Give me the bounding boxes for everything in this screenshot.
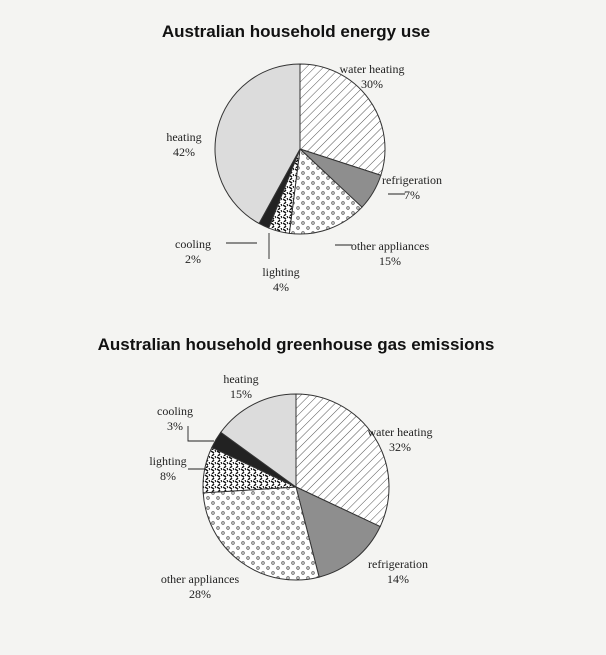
chart-1-value-refrigeration: 7%	[404, 188, 420, 202]
chart-2-value-lighting: 8%	[160, 469, 176, 483]
chart-2-slice-heating	[220, 393, 297, 488]
chart-2-value-refrigeration: 14%	[387, 572, 409, 586]
chart-2-label-cooling: cooling	[157, 404, 193, 418]
chart-1-value-water-heating: 30%	[361, 77, 383, 91]
chart-1-value-heating: 42%	[173, 145, 195, 159]
chart-2-value-heating: 15%	[230, 387, 252, 401]
chart-1-label-refrigeration: refrigeration	[382, 173, 442, 187]
chart-1-value-lighting: 4%	[273, 280, 289, 294]
chart-2-value-other-appliances: 28%	[189, 587, 211, 601]
chart-1-label-lighting: lighting	[262, 265, 299, 279]
chart-2-slice-other-appliances	[202, 486, 320, 581]
chart-1-label-water-heating: water heating	[340, 62, 405, 76]
chart-2-label-water-heating: water heating	[368, 425, 433, 439]
chart-2-value-cooling: 3%	[167, 419, 183, 433]
chart-1-label-cooling: cooling	[175, 237, 211, 251]
chart-1-value-cooling: 2%	[185, 252, 201, 266]
chart-2-label-refrigeration: refrigeration	[368, 557, 428, 571]
chart-2-leader-cooling	[187, 426, 214, 442]
chart-1-title: Australian household energy use	[162, 22, 430, 41]
chart-1-slice-water-heating	[299, 63, 386, 176]
chart-1-value-other-appliances: 15%	[379, 254, 401, 268]
chart-1-label-heating: heating	[166, 130, 201, 144]
chart-2-label-heating: heating	[223, 372, 258, 386]
chart-2-value-water-heating: 32%	[389, 440, 411, 454]
chart-2-title: Australian household greenhouse gas emis…	[98, 335, 495, 354]
chart-2-label-other-appliances: other appliances	[161, 572, 240, 586]
chart-2-slice-refrigeration	[295, 486, 381, 578]
chart-2-label-lighting: lighting	[149, 454, 186, 468]
chart-1-slice-heating	[214, 63, 301, 225]
chart-1-slice-other-appliances	[288, 147, 363, 235]
chart-1-label-other-appliances: other appliances	[351, 239, 430, 253]
chart-2-slice-water-heating	[295, 393, 390, 528]
